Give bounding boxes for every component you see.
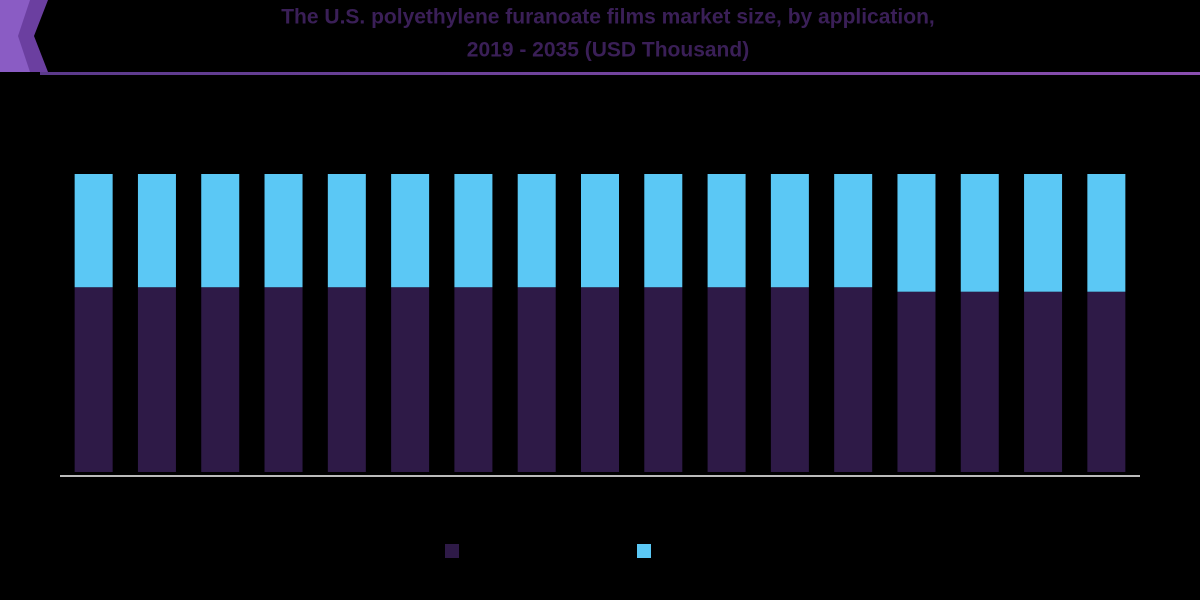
bar-segment (770, 174, 809, 288)
bar-segment (897, 174, 936, 292)
bar-segment (644, 287, 683, 472)
bar-segment (1087, 174, 1126, 292)
bar-segment (137, 287, 176, 472)
bar-segment (391, 174, 430, 288)
bar-segment (707, 174, 746, 288)
bar-segment (517, 174, 556, 288)
bar-segment (1024, 291, 1063, 472)
bar-segment (327, 287, 366, 472)
bar-segment (201, 287, 240, 472)
bar-segment (264, 174, 303, 288)
bar-segment (74, 287, 113, 472)
bar-segment (1087, 291, 1126, 472)
bar-segment (391, 287, 430, 472)
chart-title: The U.S. polyethylene furanoate films ma… (281, 6, 935, 29)
bar-segment (770, 287, 809, 472)
bar-segment (707, 287, 746, 472)
bar-segment (454, 174, 493, 288)
bar-segment (1024, 174, 1063, 292)
bar-segment (897, 291, 936, 472)
bar-segment (834, 174, 873, 288)
bar-segment (327, 174, 366, 288)
bar-segment (834, 287, 873, 472)
bar-segment (137, 174, 176, 288)
bar-segment (264, 287, 303, 472)
bar-segment (960, 174, 999, 292)
bar-segment (581, 287, 619, 472)
legend (445, 544, 651, 558)
legend-swatch (445, 544, 459, 558)
legend-swatch (637, 544, 651, 558)
bar-segment (454, 287, 493, 472)
bar-segment (201, 174, 240, 288)
plot-area (74, 174, 1126, 472)
bar-segment (517, 287, 556, 472)
chart-title: 2019 - 2035 (USD Thousand) (467, 39, 749, 62)
bar-segment (960, 291, 999, 472)
corner-decoration (0, 0, 30, 72)
bar-segment (644, 174, 683, 288)
title-rule (40, 72, 1200, 75)
bar-segment (581, 174, 619, 288)
bar-segment (74, 174, 113, 288)
